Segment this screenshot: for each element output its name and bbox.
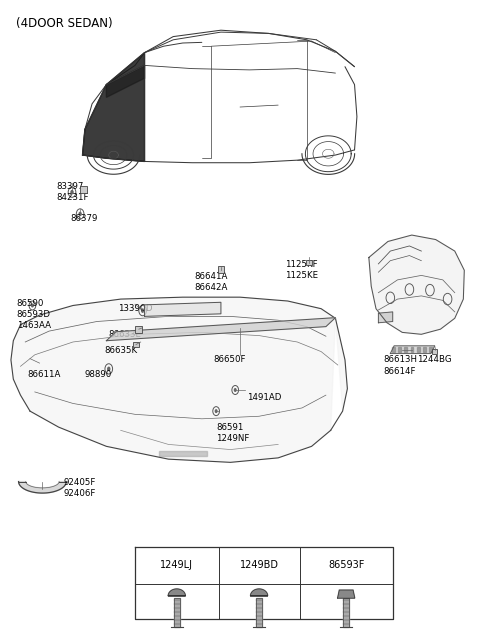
Polygon shape: [107, 66, 144, 98]
Circle shape: [141, 308, 144, 313]
Polygon shape: [337, 590, 355, 598]
Circle shape: [107, 367, 110, 371]
Text: 86590
86593D
1463AA: 86590 86593D 1463AA: [17, 299, 51, 331]
Polygon shape: [144, 302, 221, 316]
Polygon shape: [369, 235, 464, 334]
Text: 1249LJ: 1249LJ: [160, 561, 193, 570]
Polygon shape: [159, 451, 206, 456]
Bar: [133, 341, 139, 347]
Bar: [218, 266, 224, 273]
Circle shape: [78, 212, 82, 216]
Polygon shape: [256, 598, 262, 627]
Bar: [432, 349, 437, 354]
Polygon shape: [417, 347, 420, 352]
Text: 1244BG: 1244BG: [417, 356, 451, 365]
Text: 83397
84231F: 83397 84231F: [56, 182, 89, 202]
Circle shape: [31, 303, 34, 307]
Text: 1491AD: 1491AD: [247, 394, 282, 403]
Polygon shape: [430, 347, 432, 352]
Polygon shape: [404, 347, 407, 352]
Bar: [135, 325, 142, 332]
Polygon shape: [83, 53, 144, 161]
Text: 86641A
86642A: 86641A 86642A: [195, 272, 228, 293]
Polygon shape: [392, 347, 395, 352]
Text: 92405F
92406F: 92405F 92406F: [63, 478, 96, 498]
Bar: [80, 186, 87, 193]
Text: 1125KF
1125KE: 1125KF 1125KE: [285, 260, 318, 280]
Polygon shape: [174, 598, 180, 627]
Polygon shape: [423, 347, 426, 352]
Bar: [306, 260, 312, 266]
Text: 86379: 86379: [71, 214, 98, 223]
Text: 86593F: 86593F: [328, 561, 364, 570]
Circle shape: [215, 409, 217, 413]
Text: 86591
1249NF: 86591 1249NF: [216, 422, 250, 443]
Text: 98890: 98890: [85, 370, 112, 379]
Circle shape: [234, 388, 237, 392]
Text: 1249BD: 1249BD: [240, 561, 278, 570]
Polygon shape: [410, 347, 413, 352]
Circle shape: [70, 190, 74, 194]
Polygon shape: [251, 589, 268, 596]
Text: 86635K: 86635K: [104, 346, 137, 355]
Text: 1339CD: 1339CD: [118, 304, 153, 313]
Polygon shape: [168, 589, 185, 596]
Polygon shape: [378, 312, 393, 323]
Text: 86633E: 86633E: [109, 330, 142, 339]
Polygon shape: [19, 482, 66, 493]
Polygon shape: [11, 297, 348, 462]
Polygon shape: [107, 318, 336, 341]
Text: 86613H
86614F: 86613H 86614F: [383, 356, 417, 376]
Polygon shape: [390, 346, 435, 354]
Text: 86611A: 86611A: [28, 370, 61, 379]
Text: 86650F: 86650F: [214, 356, 246, 365]
Polygon shape: [343, 598, 349, 627]
Polygon shape: [398, 347, 401, 352]
Text: (4DOOR SEDAN): (4DOOR SEDAN): [16, 17, 112, 30]
